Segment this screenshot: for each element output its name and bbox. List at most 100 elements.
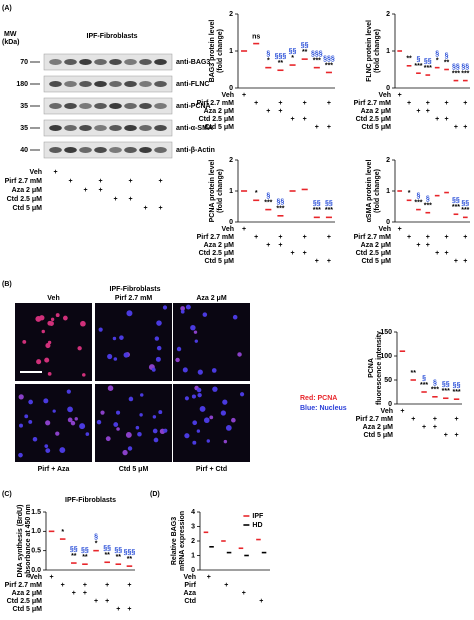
cell-nucleus xyxy=(184,433,190,439)
condition-mark: + xyxy=(454,124,458,131)
condition-mark: + xyxy=(426,242,430,249)
condition-label: Ctd 2.5 μM xyxy=(356,250,392,257)
cell-nucleus xyxy=(74,417,78,421)
cell-nucleus xyxy=(192,420,198,426)
band xyxy=(64,103,77,109)
significance-blue: § xyxy=(94,534,98,541)
condition-label: Veh xyxy=(222,92,234,99)
cell-nucleus xyxy=(45,420,51,426)
significance: * xyxy=(61,529,64,536)
y-axis-label: BAG3 protein level xyxy=(209,20,216,83)
condition-mark: + xyxy=(127,606,131,613)
significance-blue: §§ xyxy=(277,199,285,206)
condition-mark: + xyxy=(113,196,117,203)
condition-label: Aza 2 μM xyxy=(361,242,392,249)
condition-mark: + xyxy=(327,234,331,241)
cell-nucleus xyxy=(196,429,201,433)
band xyxy=(49,125,62,131)
condition-mark: + xyxy=(463,258,467,265)
band xyxy=(124,103,137,109)
condition-mark: + xyxy=(444,432,448,439)
significance-blue: § xyxy=(445,52,449,59)
y-tick-label: 1.5 xyxy=(31,509,41,516)
cell-nucleus xyxy=(163,428,168,433)
cell-nucleus xyxy=(220,410,227,416)
condition-mark: + xyxy=(291,250,295,257)
condition-mark: + xyxy=(433,416,437,423)
band xyxy=(94,103,107,109)
blot-strip xyxy=(43,141,173,159)
cell-nucleus xyxy=(192,440,197,445)
condition-mark: + xyxy=(315,258,319,265)
y-tick-label: 1 xyxy=(229,188,233,195)
condition-mark: + xyxy=(291,116,295,123)
y-tick-label: 0 xyxy=(191,567,195,574)
y-axis-label: PCNA xyxy=(368,358,375,378)
condition-mark: + xyxy=(158,205,162,212)
cell-nucleus xyxy=(184,396,189,401)
condition-label: Veh xyxy=(30,574,42,581)
cell-nucleus xyxy=(59,447,66,454)
chart-title: IPF-Fibroblasts xyxy=(65,497,116,504)
mw-value: 70 xyxy=(20,59,28,66)
cell-nucleus xyxy=(19,423,23,428)
y-tick-label: 150 xyxy=(380,329,392,336)
condition-mark: + xyxy=(315,124,319,131)
condition-mark: + xyxy=(224,582,228,589)
legend-red: Red: PCNA xyxy=(300,395,337,402)
condition-mark: + xyxy=(61,582,65,589)
band xyxy=(94,59,107,65)
condition-label: Veh xyxy=(379,226,391,233)
cell-nucleus xyxy=(225,425,232,431)
condition-label: Aza 2 μM xyxy=(12,590,43,597)
band xyxy=(64,125,77,131)
cell-nucleus xyxy=(212,386,218,392)
mw-value: 35 xyxy=(20,103,28,110)
band xyxy=(49,103,62,109)
y-tick-label: 0 xyxy=(388,401,392,408)
condition-mark: + xyxy=(116,606,120,613)
band-label: anti-α-SMA xyxy=(176,125,213,132)
cell-nucleus xyxy=(119,335,124,340)
condition-mark: + xyxy=(242,92,246,99)
cell-nucleus xyxy=(152,415,157,419)
cell-nucleus xyxy=(139,413,143,417)
y-axis-label: fluorescence intensity xyxy=(376,331,383,405)
cell-nucleus xyxy=(18,452,23,458)
mw-value: 40 xyxy=(20,147,28,154)
cell-nucleus xyxy=(45,342,51,349)
micrograph xyxy=(15,384,92,462)
condition-label: Aza 2 μM xyxy=(204,242,235,249)
band xyxy=(124,147,137,153)
y-axis-label: Relative BAG3 xyxy=(171,517,178,565)
condition-mark: + xyxy=(416,108,420,115)
y-tick-label: 2 xyxy=(229,11,233,18)
significance-blue: § xyxy=(266,50,270,57)
cell-nucleus xyxy=(127,446,133,451)
cell-nucleus xyxy=(66,389,71,394)
condition-mark: + xyxy=(98,187,102,194)
condition-label: Ctd 5 μM xyxy=(361,258,391,265)
condition-mark: + xyxy=(143,205,147,212)
band xyxy=(139,103,152,109)
cell-nucleus xyxy=(176,346,182,352)
significance: * xyxy=(267,57,270,64)
significance: *** xyxy=(461,70,469,77)
y-tick-label: 1 xyxy=(191,552,195,559)
micrograph-label: Veh xyxy=(47,295,59,302)
condition-label: Veh xyxy=(30,169,42,176)
condition-mark: + xyxy=(435,250,439,257)
significance: *** xyxy=(325,207,333,214)
micrograph-title: IPF-Fibroblasts xyxy=(110,286,161,293)
cell-nucleus xyxy=(28,399,33,405)
significance: ** xyxy=(71,553,77,560)
cell-nucleus xyxy=(156,320,162,326)
cell-nucleus xyxy=(158,410,163,415)
y-axis-label: mRNA expression xyxy=(179,511,186,571)
band xyxy=(49,81,62,87)
y-tick-label: 100 xyxy=(380,353,392,360)
significance-blue: §§ xyxy=(70,546,78,553)
condition-mark: + xyxy=(398,226,402,233)
significance: *** xyxy=(452,204,460,211)
